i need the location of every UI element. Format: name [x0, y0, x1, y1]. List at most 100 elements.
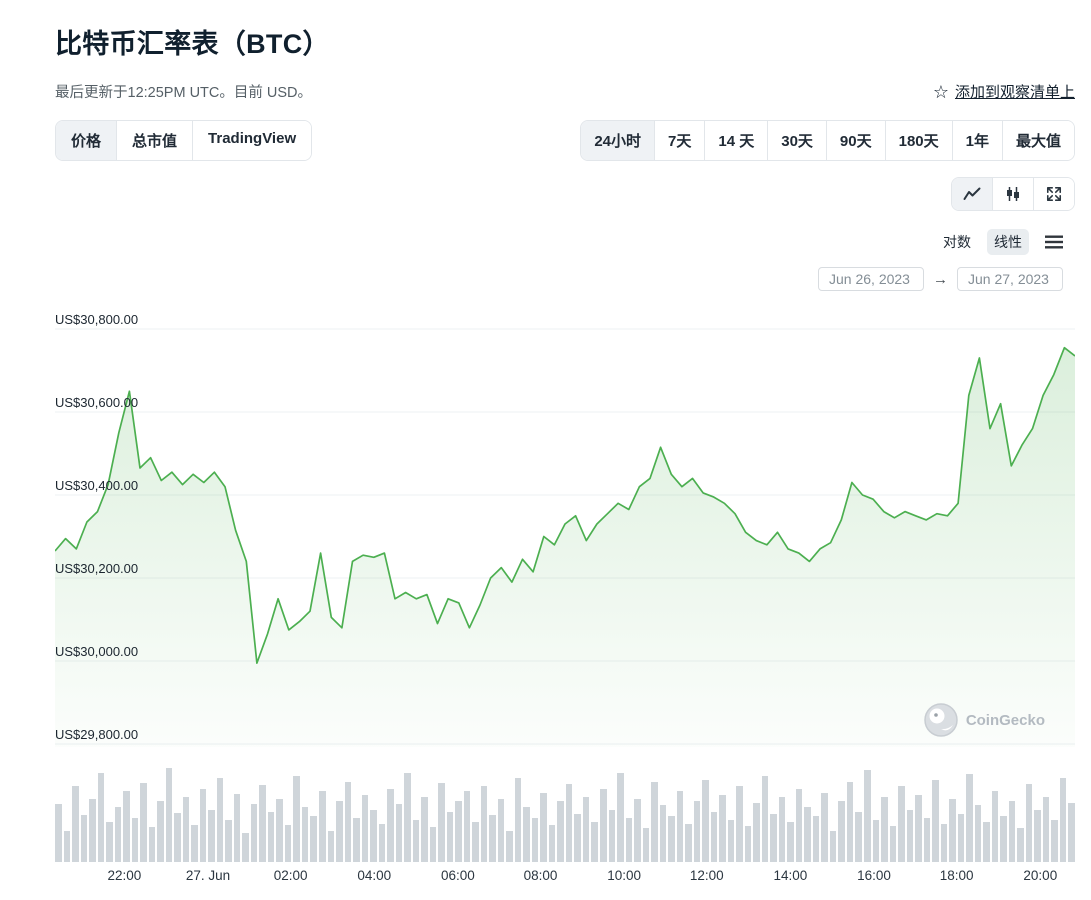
x-axis-label: 06:00	[440, 868, 475, 883]
watermark-text: CoinGecko	[965, 711, 1045, 729]
tab-price[interactable]: 价格	[56, 121, 117, 160]
volume-bar	[259, 785, 266, 862]
volume-bar	[829, 830, 837, 862]
volume-bar	[404, 772, 411, 862]
range-tab-180d[interactable]: 180天	[884, 121, 952, 160]
volume-bar	[318, 790, 326, 862]
line-chart-button[interactable]	[952, 178, 992, 210]
volume-bar	[463, 790, 471, 862]
x-axis-label: 20:00	[1023, 868, 1058, 883]
scale-toggle-row: 对数 线性	[55, 229, 1063, 255]
volume-bar	[932, 780, 939, 862]
volume-bar	[480, 786, 488, 862]
volume-bar	[446, 811, 454, 862]
time-range-group: 24小时 7天 14 天 30天 90天 180天 1年 最大值	[580, 120, 1075, 161]
volume-bar	[523, 807, 530, 862]
x-axis-label: 04:00	[357, 868, 392, 883]
volume-bar	[540, 792, 547, 862]
volume-bar	[1051, 820, 1058, 862]
volume-bar	[702, 780, 709, 862]
volume-bar	[625, 817, 633, 862]
volume-bar	[80, 814, 88, 862]
volume-bar	[131, 817, 139, 862]
x-axis-labels: 22:00 27. Jun 02:00 04:00 06:00 08:00 10:00 12:…	[55, 868, 1075, 890]
volume-bar	[812, 815, 820, 862]
range-tab-1y[interactable]: 1年	[951, 121, 1002, 160]
tab-market-cap[interactable]: 总市值	[116, 121, 193, 160]
x-axis-label: 14:00	[773, 868, 808, 883]
volume-bar	[293, 775, 300, 862]
watchlist-label: 添加到观察清单上	[954, 84, 1075, 101]
volume-bar	[267, 811, 275, 862]
price-chart-canvas[interactable]	[55, 317, 1075, 747]
range-tab-7d[interactable]: 7天	[654, 121, 705, 160]
volume-bar	[438, 783, 445, 862]
volume-bar	[855, 811, 862, 862]
coingecko-logo-icon	[924, 703, 958, 737]
volume-bar	[370, 809, 377, 862]
volume-bar	[574, 813, 581, 862]
volume-bar	[63, 830, 71, 862]
volume-bar	[412, 820, 420, 862]
view-tab-group: 价格 总市值 TradingView	[55, 120, 313, 161]
tab-tradingview[interactable]: TradingView	[192, 121, 312, 160]
range-tab-max[interactable]: 最大值	[1001, 121, 1074, 160]
volume-bar	[361, 794, 369, 862]
x-axis-label: 02:00	[273, 868, 308, 883]
volume-bar	[387, 788, 394, 862]
date-to-input[interactable]: Jun 27, 2023	[957, 267, 1063, 291]
toolbar-row: 价格 总市值 TradingView 24小时 7天 14 天 30天 90天 180天 1年最…	[55, 120, 1075, 161]
volume-bar	[276, 799, 283, 862]
coingecko-watermark: CoinGecko	[924, 703, 1045, 737]
volume-bar	[719, 794, 726, 862]
volume-bar	[336, 801, 343, 862]
volume-bar	[191, 825, 198, 862]
volume-bar	[770, 813, 777, 862]
volume-bar	[787, 822, 794, 862]
chart-menu-button[interactable]	[1045, 235, 1063, 249]
volume-bar	[659, 805, 667, 862]
range-tab-14d[interactable]: 14 天	[704, 121, 768, 160]
volume-bar	[582, 796, 590, 862]
volume-bar	[216, 778, 224, 862]
date-from-input[interactable]: Jun 26, 2023	[818, 267, 924, 291]
volume-bar	[72, 786, 79, 862]
volume-bar	[1008, 801, 1016, 862]
volume-bar	[804, 807, 811, 862]
volume-bar	[676, 790, 684, 862]
range-tab-24h[interactable]: 24小时	[581, 121, 655, 160]
add-to-watchlist-link[interactable]: ☆ 添加到观察清单上	[933, 81, 1075, 102]
range-tab-30d[interactable]: 30天	[767, 121, 826, 160]
volume-bar	[1017, 828, 1024, 862]
volume-bar	[795, 788, 803, 862]
volume-bar	[506, 830, 513, 862]
candlestick-button[interactable]	[992, 178, 1033, 210]
log-scale-button[interactable]: 对数	[943, 234, 971, 250]
x-axis-label: 12:00	[689, 868, 724, 883]
volume-bar	[863, 769, 871, 862]
volume-bar	[455, 801, 462, 862]
volume-bar	[736, 786, 743, 862]
fullscreen-button[interactable]	[1033, 178, 1074, 210]
x-axis-label: 27. Jun	[185, 868, 231, 883]
range-tab-90d[interactable]: 90天	[825, 121, 885, 160]
x-axis-label: 10:00	[607, 868, 642, 883]
volume-bar	[591, 822, 598, 862]
volume-bar	[353, 817, 360, 862]
hamburger-icon	[1045, 235, 1063, 249]
volume-bar	[923, 817, 931, 862]
volume-bar	[199, 788, 207, 862]
volume-bar	[846, 782, 854, 862]
linear-scale-button[interactable]: 线性	[987, 229, 1029, 255]
volume-bar	[165, 767, 173, 862]
volume-bar	[1068, 803, 1075, 862]
volume-bar	[242, 832, 249, 862]
volume-bar	[642, 828, 650, 862]
price-chart[interactable]: US$30,800.00 US$30,600.00 US$30,400.00 US$3…	[55, 312, 1075, 747]
subheader-row: 最后更新于12:25PM UTC。目前 USD。 ☆ 添加到观察清单上	[55, 81, 1075, 102]
volume-bar	[940, 824, 948, 862]
volume-bar	[753, 803, 760, 862]
volume-bar	[710, 811, 718, 862]
volume-bar	[174, 812, 181, 862]
